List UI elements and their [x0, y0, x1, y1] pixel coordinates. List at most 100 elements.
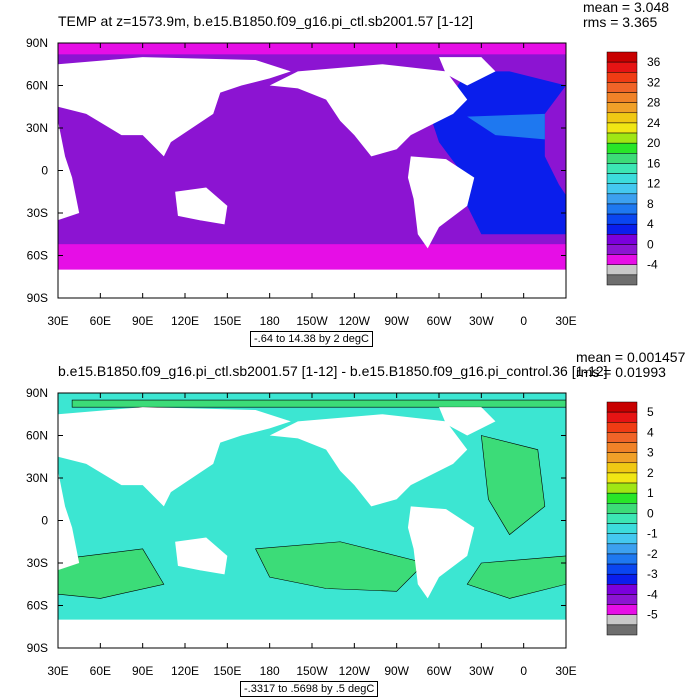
colorbar-swatch [606, 153, 638, 164]
colorbar-swatch [606, 92, 638, 103]
colorbar-swatch [606, 82, 638, 93]
x-tick-label: 90W [384, 314, 409, 328]
land-mask [175, 187, 228, 225]
x-tick-label: 0 [520, 664, 527, 678]
colorbar-label: 8 [647, 197, 654, 211]
positive-anomaly-patch [480, 435, 546, 536]
panel1-title: TEMP at z=1573.9m, b.e15.B1850.f09_g16.p… [58, 13, 473, 29]
colorbar-swatch [606, 213, 638, 225]
colorbar-swatch [606, 584, 638, 595]
panel1-rms: rms = 3.365 [583, 14, 658, 30]
colorbar-swatch [606, 513, 638, 524]
colorbar-label: 0 [647, 237, 654, 251]
panel2-title: b.e15.B1850.f09_g16.pi_ctl.sb2001.57 [1-… [58, 363, 608, 379]
x-tick-label: 120W [339, 314, 371, 328]
colorbar-swatch [606, 563, 638, 575]
north-polar-band [58, 43, 566, 55]
colorbar-label: 4 [647, 217, 654, 231]
x-tick-label: 30E [555, 314, 576, 328]
land-mask [58, 619, 566, 648]
colorbar-swatch [606, 573, 638, 585]
colorbar-swatch [606, 234, 638, 245]
colorbar-label: 3 [647, 446, 654, 460]
colorbar-swatch [606, 523, 638, 534]
land-mask [407, 506, 475, 599]
colorbar-swatch [606, 193, 638, 205]
x-tick-label: 120E [171, 314, 199, 328]
colorbar-swatch [606, 472, 638, 484]
panel2-rms: rms = 0.01993 [576, 364, 666, 380]
y-tick-label: 60N [26, 429, 48, 443]
colorbar-label: -4 [647, 258, 658, 272]
panel2-mean: mean = 0.001457 [576, 349, 686, 365]
colorbar-swatch [606, 163, 638, 174]
x-tick-label: 60W [427, 314, 452, 328]
y-tick-label: 90S [27, 641, 48, 655]
colorbar-label: 16 [647, 156, 661, 170]
x-tick-label: 90E [132, 664, 153, 678]
x-tick-label: 180 [260, 314, 280, 328]
x-tick-label: 30E [47, 314, 68, 328]
colorbar-swatch [606, 183, 638, 195]
colorbar-label: 4 [647, 425, 654, 439]
colorbar-label: -5 [647, 608, 658, 622]
colorbar-swatch [606, 51, 638, 63]
colorbar-label: 2 [647, 466, 654, 480]
land-mask [58, 269, 566, 298]
colorbar-swatch [606, 452, 638, 464]
colorbar-swatch [606, 411, 638, 423]
x-tick-label: 60E [90, 314, 111, 328]
colorbar-swatch [606, 594, 638, 605]
land-mask [58, 57, 291, 157]
colorbar-swatch [606, 533, 638, 545]
colorbar-swatch [606, 604, 638, 615]
colorbar-swatch [606, 173, 638, 184]
positive-anomaly-patch [466, 555, 566, 599]
colorbar-swatch [606, 142, 638, 154]
colorbar-swatch [606, 503, 638, 514]
x-tick-label: 180 [260, 664, 280, 678]
y-tick-label: 60S [27, 249, 48, 263]
panel1-info-box: -.64 to 14.38 by 2 degC [250, 331, 373, 347]
y-tick-label: 0 [41, 164, 48, 178]
colorbar-swatch [606, 442, 638, 453]
colorbar-swatch [606, 274, 638, 286]
x-tick-label: 30E [555, 664, 576, 678]
x-tick-label: 30E [47, 664, 68, 678]
x-tick-label: 150E [213, 314, 241, 328]
colorbar-swatch [606, 122, 638, 134]
x-tick-label: 90E [132, 314, 153, 328]
x-tick-label: 90W [384, 664, 409, 678]
colorbar-swatch [606, 543, 638, 555]
positive-anomaly-patch [255, 541, 426, 592]
x-tick-label: 150W [296, 314, 328, 328]
colorbar-label: -1 [647, 527, 658, 541]
x-tick-label: 150W [296, 664, 328, 678]
colorbar-swatch [606, 401, 638, 413]
y-tick-label: 60N [26, 79, 48, 93]
colorbar-swatch [606, 422, 638, 433]
y-tick-label: 90N [26, 386, 48, 400]
land-mask [439, 57, 496, 86]
southern-ocean-band [58, 244, 566, 273]
colorbar-swatch [606, 254, 638, 265]
panel1-mean: mean = 3.048 [583, 0, 670, 15]
atlantic-warm-region [467, 113, 545, 140]
x-tick-label: 150E [213, 664, 241, 678]
x-tick-label: 60W [427, 664, 452, 678]
colorbar-label: 0 [647, 506, 654, 520]
colorbar-label: 20 [647, 136, 661, 150]
colorbar-swatch [606, 203, 638, 215]
colorbar-swatch [606, 61, 638, 73]
colorbar-swatch [606, 462, 638, 474]
colorbar-swatch [606, 432, 638, 443]
colorbar-label: 32 [647, 75, 661, 89]
x-tick-label: 30W [469, 664, 494, 678]
x-tick-label: 30W [469, 314, 494, 328]
land-mask [407, 156, 475, 249]
colorbar-swatch [606, 264, 638, 276]
y-tick-label: 90S [27, 291, 48, 305]
land-mask [175, 537, 228, 575]
y-tick-label: 30S [27, 206, 48, 220]
colorbar-swatch [606, 482, 638, 494]
